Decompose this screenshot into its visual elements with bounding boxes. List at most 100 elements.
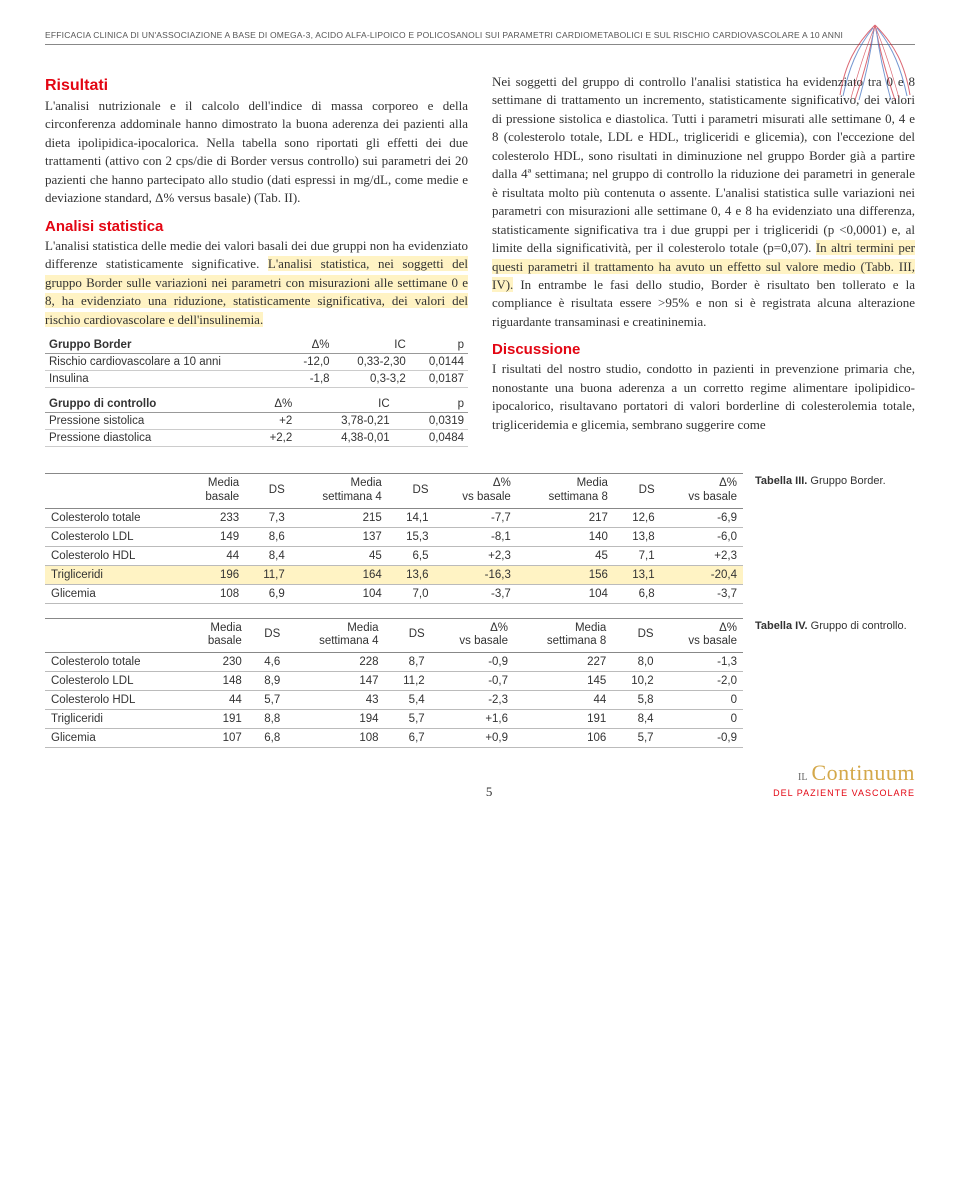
cell-num: 4,6 — [248, 653, 287, 672]
cell-num: 148 — [185, 672, 248, 691]
cell-num: 156 — [517, 565, 614, 584]
table-row: Colesterolo HDL445,7435,4-2,3445,80 — [45, 691, 743, 710]
cell-num: -8,1 — [435, 527, 517, 546]
table-row: Insulina -1,8 0,3-3,2 0,0187 — [45, 370, 468, 387]
cell-num: 5,7 — [385, 710, 431, 729]
cell-num: 8,7 — [385, 653, 431, 672]
table3-wrap: Mediabasale DS Mediasettimana 4 DS Δ%vs … — [45, 473, 915, 604]
analisi-heading: Analisi statistica — [45, 218, 468, 235]
cell-num: 233 — [183, 508, 245, 527]
th: Δ%vs basale — [431, 618, 514, 653]
gruppo-border-table: Gruppo Border Δ% IC p Rischio cardiovasc… — [45, 337, 468, 388]
cell-num: 15,3 — [388, 527, 435, 546]
right-column: Nei soggetti del gruppo di controllo l'a… — [492, 73, 915, 455]
cell-label: Colesterolo LDL — [45, 672, 185, 691]
table4-caption: Tabella IV. Gruppo di controllo. — [755, 618, 915, 632]
table3: Mediabasale DS Mediasettimana 4 DS Δ%vs … — [45, 473, 743, 604]
table-row: Pressione diastolica +2,2 4,38-0,01 0,04… — [45, 429, 468, 446]
cell-num: 145 — [514, 672, 612, 691]
caption-text: Gruppo di controllo. — [808, 620, 907, 632]
mini1-title: Gruppo Border — [45, 337, 287, 354]
cell-num: 147 — [286, 672, 384, 691]
table-row: Trigliceridi1918,81945,7+1,61918,40 — [45, 710, 743, 729]
cell-num: 14,1 — [388, 508, 435, 527]
cell-num: -0,7 — [431, 672, 514, 691]
cell-num: 45 — [291, 546, 388, 565]
caption-text: Gruppo Border. — [807, 475, 885, 487]
cell-num: 0 — [660, 691, 743, 710]
mini2-h2: IC — [296, 396, 393, 413]
cell-label: Colesterolo totale — [45, 508, 183, 527]
cell-num: 7,3 — [245, 508, 291, 527]
cell-num: -2,3 — [431, 691, 514, 710]
page-number: 5 — [205, 784, 773, 800]
table4-wrap: Mediabasale DS Mediasettimana 4 DS Δ%vs … — [45, 618, 915, 749]
cell-num: 45 — [517, 546, 614, 565]
table-row: Colesterolo LDL1498,613715,3-8,114013,8-… — [45, 527, 743, 546]
th: Mediasettimana 8 — [517, 473, 614, 508]
cell-num: -20,4 — [661, 565, 743, 584]
cell-num: 5,4 — [385, 691, 431, 710]
mini2-title: Gruppo di controllo — [45, 396, 243, 413]
cell-num: 107 — [185, 729, 248, 748]
cell-num: 3,78-0,21 — [296, 412, 393, 429]
cell-num: 137 — [291, 527, 388, 546]
cell-num: 108 — [183, 584, 245, 603]
th: DS — [388, 473, 435, 508]
cell-num: 149 — [183, 527, 245, 546]
cell-num: -0,9 — [431, 653, 514, 672]
th: DS — [248, 618, 287, 653]
cell-num: 8,0 — [612, 653, 659, 672]
table-row: Pressione sistolica +2 3,78-0,21 0,0319 — [45, 412, 468, 429]
page-footer: 5 IL Continuum DEL PAZIENTE VASCOLARE — [45, 762, 915, 800]
risultati-heading: Risultati — [45, 77, 468, 95]
cell-label: Trigliceridi — [45, 565, 183, 584]
cell-num: 11,2 — [385, 672, 431, 691]
cell-num: 230 — [185, 653, 248, 672]
gruppo-controllo-table: Gruppo di controllo Δ% IC p Pressione si… — [45, 396, 468, 447]
right-p3: In entrambe le fasi dello studio, Border… — [492, 277, 915, 329]
cell-num: 191 — [185, 710, 248, 729]
cell-num: 227 — [514, 653, 612, 672]
discussione-paragraph: I risultati del nostro studio, condotto … — [492, 360, 915, 434]
discussione-heading: Discussione — [492, 341, 915, 358]
th: Mediasettimana 4 — [291, 473, 388, 508]
cell-num: 5,7 — [612, 729, 659, 748]
cell-num: 108 — [286, 729, 384, 748]
cell-num: 6,8 — [248, 729, 287, 748]
table3-caption: Tabella III. Gruppo Border. — [755, 473, 915, 487]
cell-num: 8,8 — [248, 710, 287, 729]
table-row: Rischio cardiovascolare a 10 anni -12,0 … — [45, 353, 468, 370]
journal-logo: IL Continuum DEL PAZIENTE VASCOLARE — [773, 762, 915, 800]
cell-label: Glicemia — [45, 584, 183, 603]
th: Mediabasale — [183, 473, 245, 508]
cell-num: 7,0 — [388, 584, 435, 603]
cell-num: -0,9 — [660, 729, 743, 748]
th: Mediabasale — [185, 618, 248, 653]
mini1-h3: p — [410, 337, 468, 354]
cell-num: -12,0 — [287, 353, 333, 370]
mini2-h3: p — [394, 396, 468, 413]
mini1-h1: Δ% — [287, 337, 333, 354]
table4: Mediabasale DS Mediasettimana 4 DS Δ%vs … — [45, 618, 743, 749]
cell-label: Rischio cardiovascolare a 10 anni — [45, 353, 287, 370]
th: Mediasettimana 4 — [286, 618, 384, 653]
cell-num: -3,7 — [435, 584, 517, 603]
cell-num: 10,2 — [612, 672, 659, 691]
th: DS — [245, 473, 291, 508]
th: DS — [612, 618, 659, 653]
cell-num: 104 — [517, 584, 614, 603]
cell-num: 0,0484 — [394, 429, 468, 446]
cell-num: -2,0 — [660, 672, 743, 691]
body-columns: Risultati L'analisi nutrizionale e il ca… — [45, 73, 915, 455]
cell-num: +2 — [243, 412, 296, 429]
cell-num: +0,9 — [431, 729, 514, 748]
running-header: EFFICACIA CLINICA DI UN'ASSOCIAZIONE A B… — [45, 30, 915, 45]
th: Mediasettimana 8 — [514, 618, 612, 653]
left-column: Risultati L'analisi nutrizionale e il ca… — [45, 73, 468, 455]
cell-num: 6,5 — [388, 546, 435, 565]
th: Δ%vs basale — [660, 618, 743, 653]
table-row: Colesterolo LDL1488,914711,2-0,714510,2-… — [45, 672, 743, 691]
table-row: Colesterolo totale2304,62288,7-0,92278,0… — [45, 653, 743, 672]
cell-num: 6,7 — [385, 729, 431, 748]
